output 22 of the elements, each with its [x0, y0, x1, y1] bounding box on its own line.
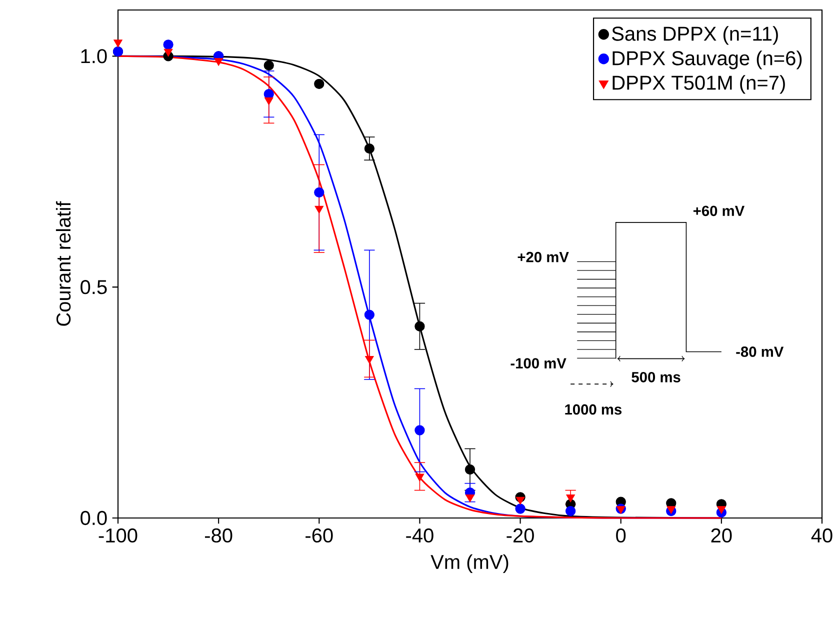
x-tick-label: -20: [506, 528, 534, 543]
annotation: 1000 ms: [565, 404, 622, 415]
legend-label: Sans DPPX (n=11): [612, 26, 778, 45]
x-tick-label: 40: [811, 528, 832, 543]
annotation: +60 mV: [693, 206, 745, 216]
annotation: -100 mV: [510, 358, 566, 369]
y-axis-title: Courant relatif: [56, 201, 71, 326]
legend-label: DPPX Sauvage (n=6): [612, 50, 802, 70]
annotation: 500 ms: [632, 372, 680, 383]
legend-label: DPPX T501M (n=7): [612, 75, 785, 94]
x-tick-label: 0: [616, 528, 626, 543]
x-tick-label: -40: [406, 528, 434, 543]
x-tick-label: -60: [306, 528, 333, 543]
annotation: +20 mV: [518, 252, 569, 262]
y-tick-label: 0.5: [80, 280, 107, 294]
y-tick-label: 1.0: [81, 49, 107, 64]
x-axis-title: Vm (mV): [430, 554, 508, 574]
x-tick-label: -100: [98, 528, 138, 543]
annotation: -80 mV: [736, 346, 784, 358]
x-tick-label: -80: [204, 528, 232, 543]
x-tick-label: 20: [711, 528, 732, 543]
y-tick-label: 0.0: [80, 511, 107, 526]
